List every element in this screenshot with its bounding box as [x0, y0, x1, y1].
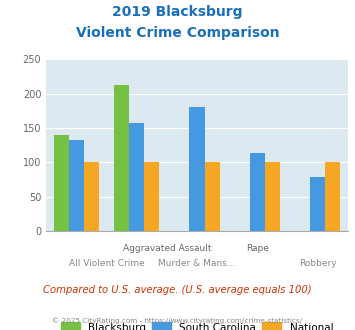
Text: 2019 Blacksburg: 2019 Blacksburg: [112, 5, 243, 19]
Text: © 2025 CityRating.com - https://www.cityrating.com/crime-statistics/: © 2025 CityRating.com - https://www.city…: [53, 317, 302, 324]
Bar: [310, 178, 325, 231]
Text: All Violent Crime: All Violent Crime: [69, 259, 144, 268]
Text: Aggravated Assault: Aggravated Assault: [122, 244, 211, 253]
Bar: [54, 135, 69, 231]
Text: Robbery: Robbery: [299, 259, 337, 268]
Legend: Blacksburg, South Carolina, National: Blacksburg, South Carolina, National: [61, 322, 333, 330]
Bar: [265, 162, 280, 231]
Bar: [250, 153, 265, 231]
Bar: [84, 162, 99, 231]
Text: Murder & Mans...: Murder & Mans...: [158, 259, 236, 268]
Text: Violent Crime Comparison: Violent Crime Comparison: [76, 26, 279, 40]
Bar: [69, 140, 84, 231]
Bar: [144, 162, 159, 231]
Bar: [325, 162, 340, 231]
Bar: [114, 85, 129, 231]
Text: Compared to U.S. average. (U.S. average equals 100): Compared to U.S. average. (U.S. average …: [43, 285, 312, 295]
Bar: [190, 108, 204, 231]
Bar: [204, 162, 220, 231]
Text: Rape: Rape: [246, 244, 269, 253]
Bar: [129, 122, 144, 231]
